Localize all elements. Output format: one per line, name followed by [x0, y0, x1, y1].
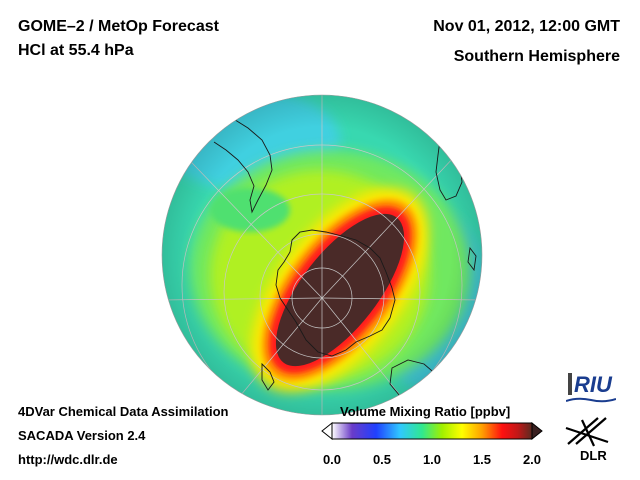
footer-line-2: SACADA Version 2.4 — [18, 428, 146, 443]
colorbar-title: Volume Mixing Ratio [ppbv] — [340, 404, 511, 419]
colorbar-gradient — [331, 422, 533, 440]
region-label: Southern Hemisphere — [453, 48, 620, 65]
footer-link[interactable]: http://wdc.dlr.de — [18, 452, 118, 467]
colorbar-tick-label: 1.5 — [473, 452, 491, 467]
title-line-1: GOME–2 / MetOp Forecast — [18, 18, 219, 35]
colorbar-tick-label: 0.0 — [323, 452, 341, 467]
colorbar-tick-label: 2.0 — [523, 452, 541, 467]
footer-line-1: 4DVar Chemical Data Assimilation — [18, 404, 229, 419]
riu-logo: RIU — [568, 372, 612, 398]
colorbar-max-arrow — [531, 421, 543, 441]
dlr-label: DLR — [580, 448, 607, 463]
colorbar: 0.0 0.5 1.0 1.5 2.0 — [321, 421, 543, 467]
colorbar-tick-label: 1.0 — [423, 452, 441, 467]
dlr-logo-icon — [565, 417, 609, 447]
title-line-2: HCl at 55.4 hPa — [18, 42, 134, 59]
colorbar-min-arrow — [321, 421, 333, 441]
datetime-label: Nov 01, 2012, 12:00 GMT — [433, 18, 620, 35]
colorbar-tick-label: 0.5 — [373, 452, 391, 467]
riu-wave-icon — [566, 397, 616, 403]
